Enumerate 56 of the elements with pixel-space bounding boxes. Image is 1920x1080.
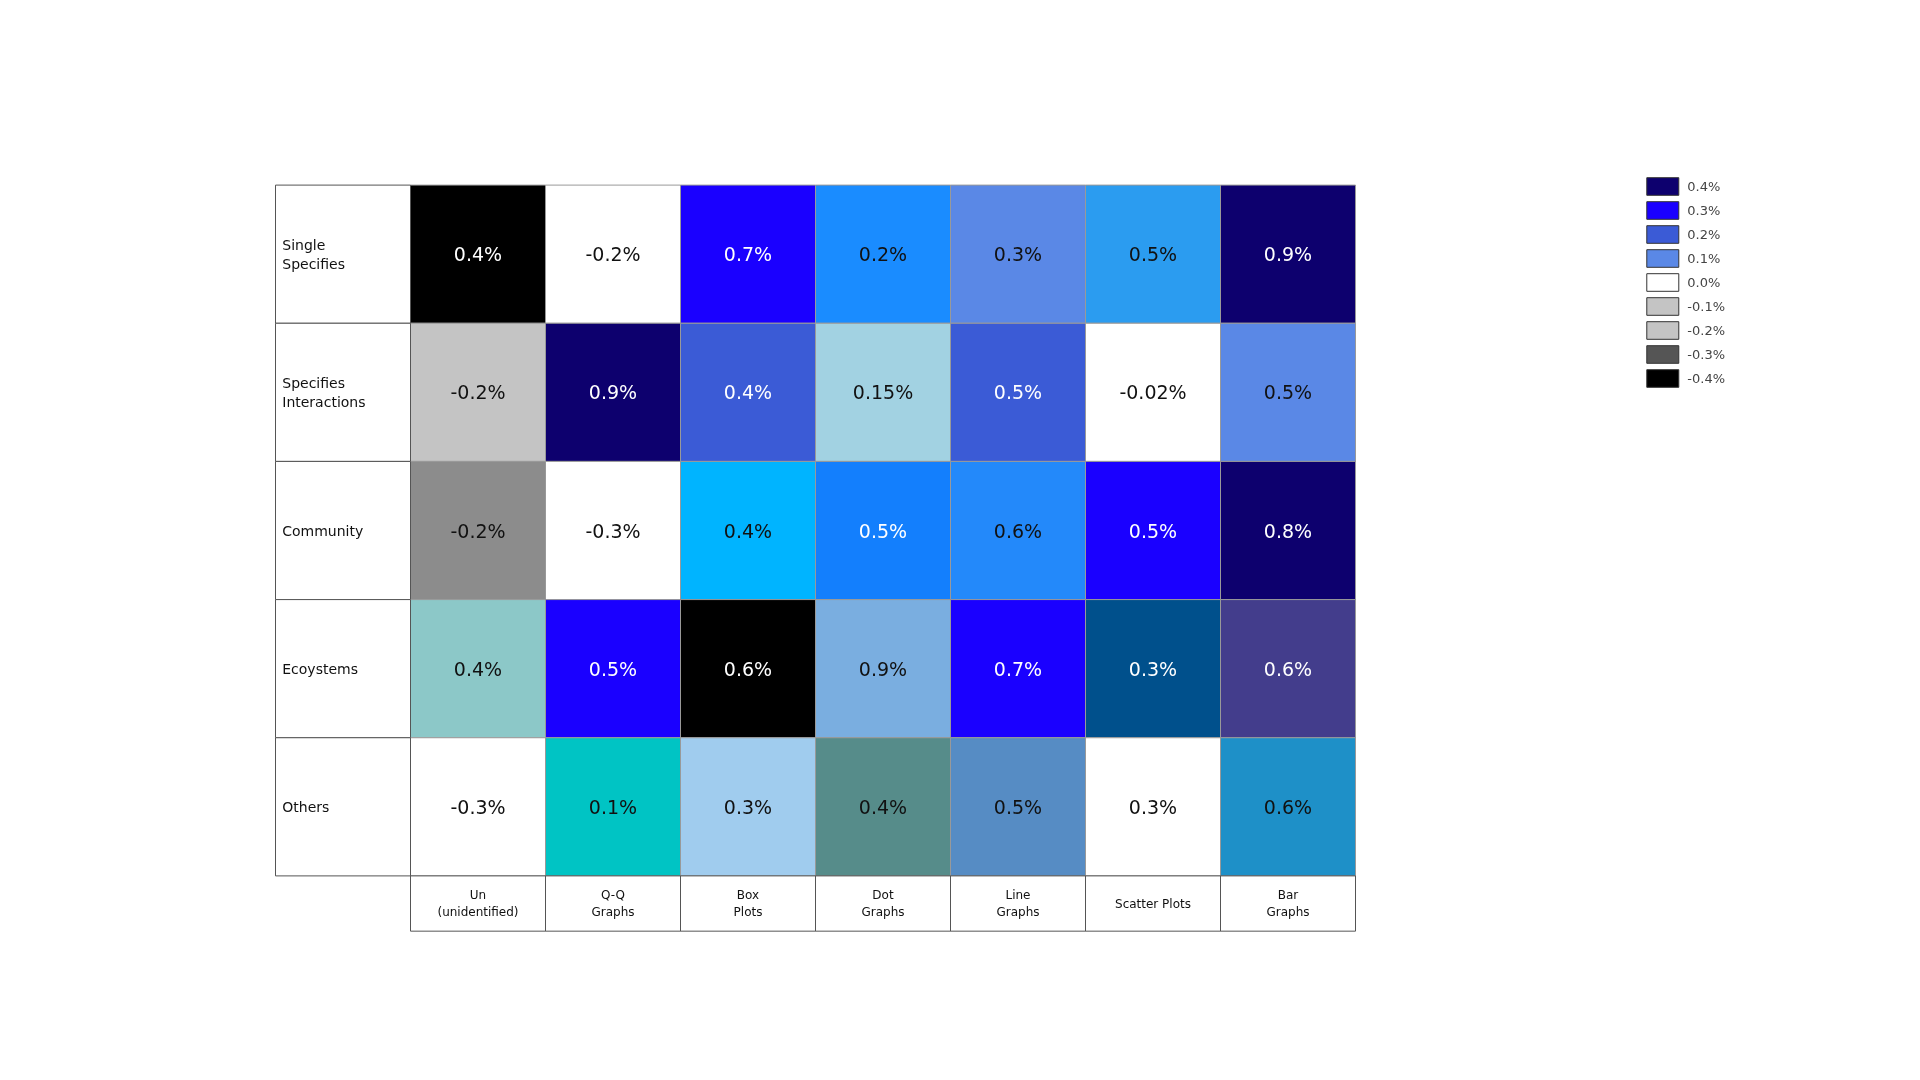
- data-label: -0.2%: [585, 243, 641, 266]
- data-label: -0.3%: [450, 795, 506, 818]
- legend-label: 0.2%: [1687, 226, 1721, 242]
- data-label: 0.15%: [852, 381, 914, 404]
- y-tick-label: Specifies Interactions: [282, 374, 366, 410]
- data-label: 0.5%: [858, 519, 908, 542]
- x-tick-label: Un (unidentified): [437, 888, 519, 919]
- data-label: 0.4%: [723, 519, 773, 542]
- data-label: 0.6%: [993, 519, 1043, 542]
- data-label: 0.7%: [723, 243, 773, 266]
- data-label: 0.1%: [588, 795, 638, 818]
- data-label: 0.4%: [453, 243, 503, 266]
- data-label: 0.6%: [1263, 795, 1313, 818]
- x-tick-label: Box Plots: [733, 888, 763, 919]
- data-label: -0.02%: [1119, 381, 1187, 404]
- data-label: -0.2%: [450, 519, 506, 542]
- data-label: 0.4%: [453, 657, 503, 680]
- data-label: 0.7%: [993, 657, 1043, 680]
- data-label: 0.6%: [723, 657, 773, 680]
- data-label: 0.3%: [1128, 657, 1178, 680]
- data-label: 0.4%: [858, 795, 908, 818]
- legend-label: -0.4%: [1687, 370, 1725, 386]
- data-label: 0.5%: [588, 657, 638, 680]
- x-tick-label: Scatter Plots: [1115, 896, 1191, 911]
- legend-label: 0.3%: [1687, 202, 1721, 218]
- data-label: 0.3%: [1128, 795, 1178, 818]
- legend-label: 0.1%: [1687, 250, 1721, 266]
- data-label: 0.5%: [993, 381, 1043, 404]
- x-tick-label: Bar Graphs: [1266, 888, 1310, 919]
- legend-label: 0.4%: [1687, 178, 1721, 194]
- legend-label: -0.3%: [1687, 346, 1725, 362]
- data-label: 0.5%: [1128, 243, 1178, 266]
- data-label: 0.2%: [858, 243, 908, 266]
- data-label: 0.5%: [993, 795, 1043, 818]
- data-label: 0.5%: [1128, 519, 1178, 542]
- legend-label: -0.1%: [1687, 298, 1725, 314]
- y-tick-label: Single Specifies: [282, 236, 345, 272]
- y-tick-label: Ecoystems: [282, 660, 358, 677]
- legend-label: -0.2%: [1687, 322, 1725, 338]
- data-label: 0.9%: [1263, 243, 1313, 266]
- x-tick-label: Line Graphs: [996, 888, 1040, 919]
- legend-label: 0.0%: [1687, 274, 1721, 290]
- x-tick-label: Q-Q Graphs: [591, 888, 635, 919]
- data-label: 0.9%: [858, 657, 908, 680]
- y-tick-label: Community: [282, 522, 364, 539]
- data-label: 0.9%: [588, 381, 638, 404]
- data-label: 0.3%: [723, 795, 773, 818]
- data-label: 0.6%: [1263, 657, 1313, 680]
- data-label: 0.8%: [1263, 519, 1313, 542]
- data-label: 0.3%: [993, 243, 1043, 266]
- data-label: 0.4%: [723, 381, 773, 404]
- y-tick-label: Others: [282, 798, 330, 815]
- x-tick-label: Dot Graphs: [861, 888, 905, 919]
- data-label: -0.2%: [450, 381, 506, 404]
- data-label: -0.3%: [585, 519, 641, 542]
- data-label: 0.5%: [1263, 381, 1313, 404]
